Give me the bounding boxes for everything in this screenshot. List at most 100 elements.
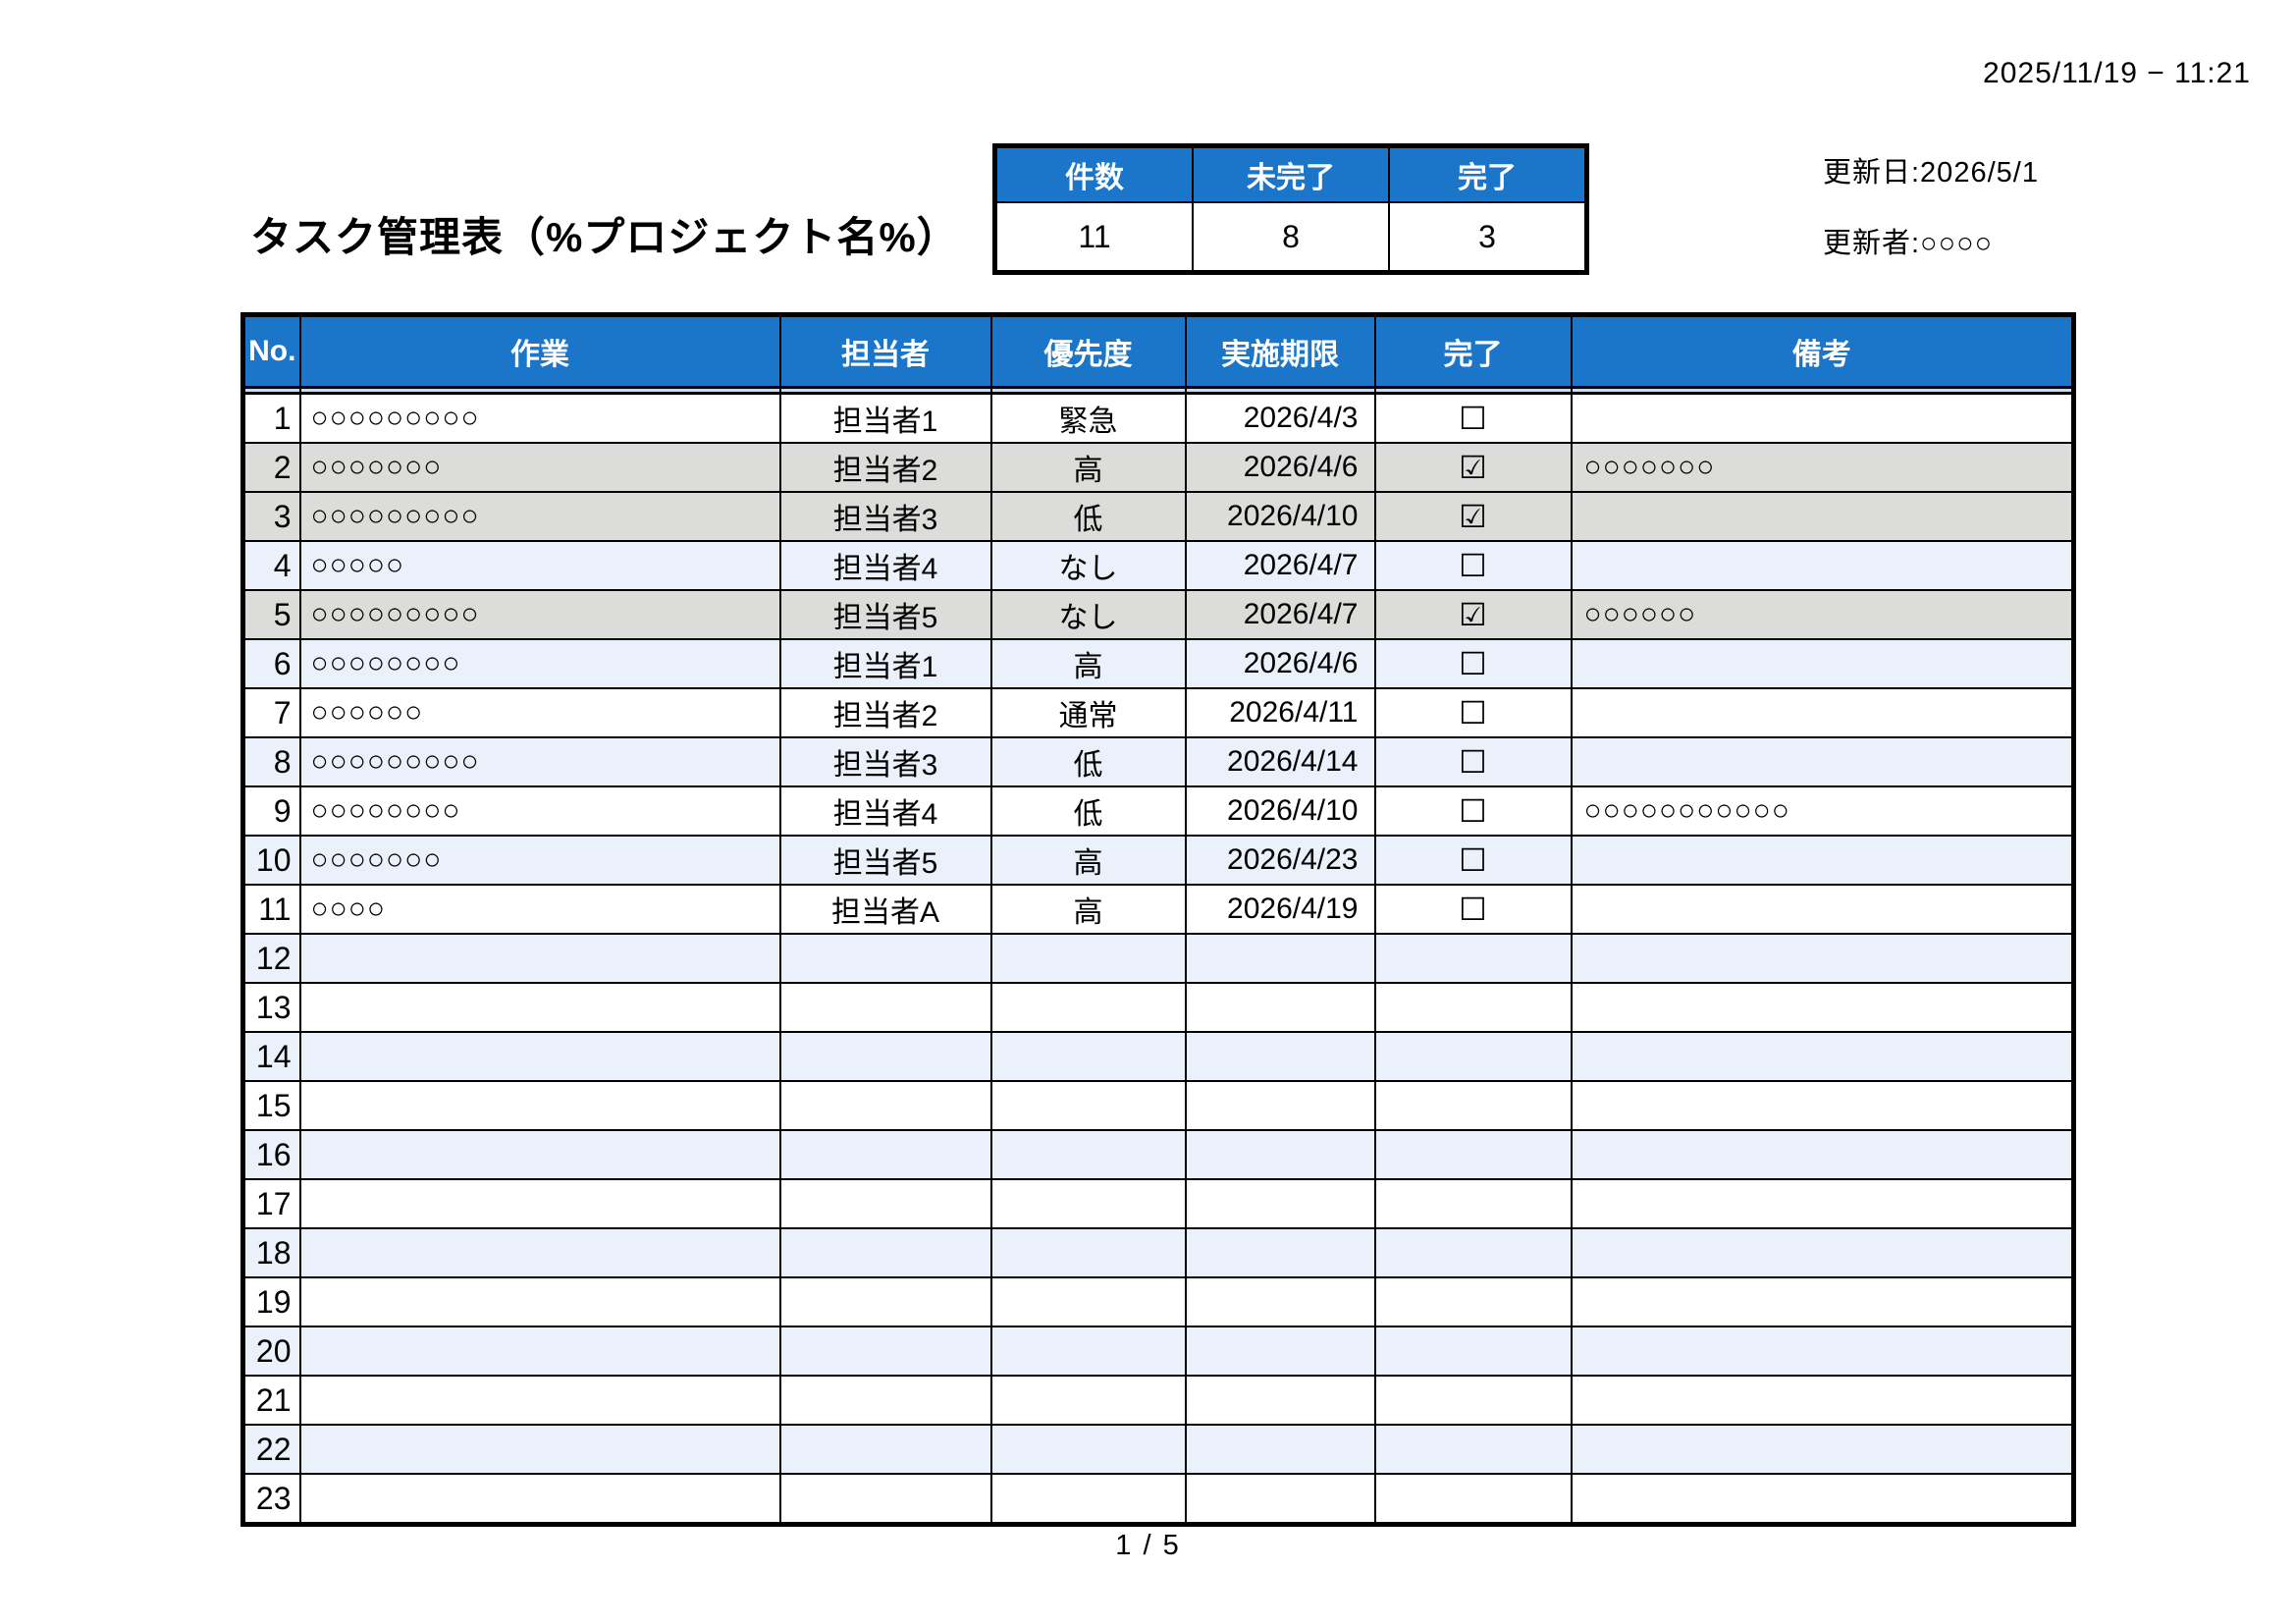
- row-number-cell: 13: [241, 982, 301, 1033]
- task-cell: [298, 1178, 781, 1229]
- done-cell: [1373, 1031, 1573, 1082]
- checkbox-unchecked-icon: ☐: [1373, 835, 1573, 886]
- summary-value-count: 11: [993, 201, 1194, 274]
- done-cell: [1373, 1227, 1573, 1278]
- table-row: 19: [241, 1276, 2075, 1327]
- remarks-cell: [1570, 1227, 2075, 1278]
- assignee-cell: [778, 1375, 992, 1426]
- assignee-cell: 担当者A: [778, 884, 992, 935]
- due-date-cell: 2026/4/3: [1184, 392, 1376, 444]
- assignee-cell: 担当者3: [778, 736, 992, 787]
- assignee-cell: 担当者2: [778, 687, 992, 738]
- checkbox-checked-icon: ☑: [1373, 589, 1573, 640]
- updated-by: 更新者:○○○○: [1823, 228, 1994, 259]
- table-row: 23: [241, 1473, 2075, 1526]
- task-table: No. 作業 担当者 優先度 実施期限 完了 備考 1 ○○○○○○○○○ 担当者1…: [240, 312, 2076, 1527]
- column-header-no: No.: [241, 313, 301, 389]
- due-date-cell: [1184, 1080, 1376, 1131]
- assignee-cell: [778, 1080, 992, 1131]
- task-cell: [298, 982, 781, 1033]
- due-date-cell: [1184, 1424, 1376, 1475]
- priority-cell: [989, 1227, 1187, 1278]
- table-row: 4 ○○○○○ 担当者4 なし 2026/4/7 ☐: [241, 540, 2075, 591]
- priority-cell: [989, 933, 1187, 984]
- priority-cell: [989, 1276, 1187, 1327]
- updated-date: 更新日:2026/5/1: [1823, 157, 2039, 189]
- remarks-cell: [1570, 1424, 2075, 1475]
- due-date-cell: 2026/4/6: [1184, 442, 1376, 493]
- row-number-cell: 21: [241, 1375, 301, 1426]
- summary-header-count: 件数: [993, 144, 1194, 203]
- task-cell: [298, 1276, 781, 1327]
- priority-cell: [989, 982, 1187, 1033]
- table-row: 13: [241, 982, 2075, 1033]
- table-row: 12: [241, 933, 2075, 984]
- done-cell: [1373, 1178, 1573, 1229]
- remarks-cell: ○○○○○○: [1570, 589, 2075, 640]
- task-cell: ○○○○○○○○○: [298, 491, 781, 542]
- remarks-cell: [1570, 1276, 2075, 1327]
- priority-cell: [989, 1375, 1187, 1426]
- due-date-cell: 2026/4/7: [1184, 589, 1376, 640]
- row-number-cell: 5: [241, 589, 301, 640]
- column-header-due-date: 実施期限: [1184, 313, 1376, 389]
- table-row: 11 ○○○○ 担当者A 高 2026/4/19 ☐: [241, 884, 2075, 935]
- table-row: 18: [241, 1227, 2075, 1278]
- row-number-cell: 22: [241, 1424, 301, 1475]
- summary-header-complete: 完了: [1388, 144, 1588, 203]
- priority-cell: なし: [989, 589, 1187, 640]
- done-cell: [1373, 1326, 1573, 1377]
- summary-value-complete: 3: [1388, 201, 1588, 274]
- task-cell: [298, 1375, 781, 1426]
- table-row: 15: [241, 1080, 2075, 1131]
- done-cell: [1373, 933, 1573, 984]
- done-cell: [1373, 1276, 1573, 1327]
- priority-cell: 低: [989, 785, 1187, 837]
- due-date-cell: [1184, 1178, 1376, 1229]
- assignee-cell: 担当者5: [778, 835, 992, 886]
- assignee-cell: [778, 933, 992, 984]
- checkbox-unchecked-icon: ☐: [1373, 540, 1573, 591]
- row-number-cell: 10: [241, 835, 301, 886]
- due-date-cell: [1184, 933, 1376, 984]
- table-row: 3 ○○○○○○○○○ 担当者3 低 2026/4/10 ☑: [241, 491, 2075, 542]
- row-number-cell: 23: [241, 1473, 301, 1526]
- checkbox-unchecked-icon: ☐: [1373, 785, 1573, 837]
- table-row: 2 ○○○○○○○ 担当者2 高 2026/4/6 ☑ ○○○○○○○: [241, 442, 2075, 493]
- table-row: 7 ○○○○○○ 担当者2 通常 2026/4/11 ☐: [241, 687, 2075, 738]
- row-number-cell: 16: [241, 1129, 301, 1180]
- page-title: タスク管理表（%プロジェクト名%）: [250, 214, 959, 260]
- row-number-cell: 9: [241, 785, 301, 837]
- table-row: 1 ○○○○○○○○○ 担当者1 緊急 2026/4/3 ☐: [241, 392, 2075, 444]
- row-number-cell: 7: [241, 687, 301, 738]
- table-row: 14: [241, 1031, 2075, 1082]
- assignee-cell: [778, 1178, 992, 1229]
- remarks-cell: [1570, 884, 2075, 935]
- remarks-cell: [1570, 540, 2075, 591]
- task-cell: [298, 1473, 781, 1526]
- task-cell: ○○○○○○○○: [298, 638, 781, 689]
- assignee-cell: [778, 1473, 992, 1526]
- assignee-cell: 担当者2: [778, 442, 992, 493]
- priority-cell: 高: [989, 638, 1187, 689]
- row-number-cell: 15: [241, 1080, 301, 1131]
- checkbox-checked-icon: ☑: [1373, 442, 1573, 493]
- due-date-cell: 2026/4/23: [1184, 835, 1376, 886]
- table-row: 20: [241, 1326, 2075, 1377]
- task-cell: ○○○○○○○○○: [298, 736, 781, 787]
- assignee-cell: 担当者4: [778, 540, 992, 591]
- remarks-cell: [1570, 1473, 2075, 1526]
- task-cell: [298, 933, 781, 984]
- task-cell: ○○○○○○○: [298, 442, 781, 493]
- row-number-cell: 12: [241, 933, 301, 984]
- checkbox-unchecked-icon: ☐: [1373, 392, 1573, 444]
- task-cell: ○○○○○○○○: [298, 785, 781, 837]
- row-number-cell: 2: [241, 442, 301, 493]
- row-number-cell: 11: [241, 884, 301, 935]
- priority-cell: 低: [989, 736, 1187, 787]
- due-date-cell: [1184, 1031, 1376, 1082]
- header-separator: [241, 387, 2075, 395]
- assignee-cell: [778, 1424, 992, 1475]
- remarks-cell: [1570, 933, 2075, 984]
- done-cell: [1373, 1424, 1573, 1475]
